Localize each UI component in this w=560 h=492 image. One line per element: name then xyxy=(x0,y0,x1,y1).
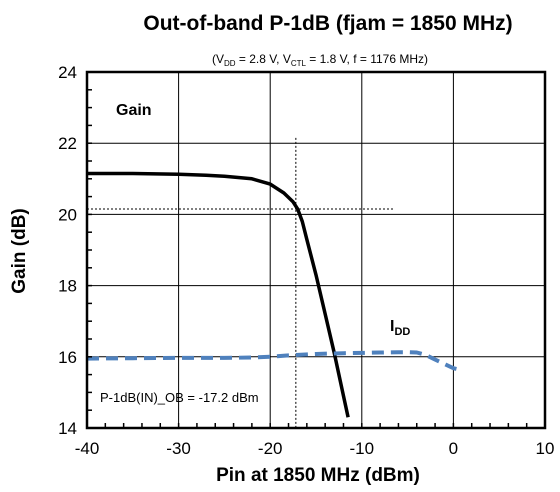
x-tick-label: -10 xyxy=(350,439,375,458)
y-tick-label: 22 xyxy=(58,134,77,153)
x-tick-label: -20 xyxy=(258,439,283,458)
x-tick-label: -30 xyxy=(166,439,191,458)
x-tick-label: 10 xyxy=(536,439,555,458)
y-tick-label: 18 xyxy=(58,277,77,296)
chart-title: Out-of-band P-1dB (fjam = 1850 MHz) xyxy=(143,12,512,35)
x-axis-label: Pin at 1850 MHz (dBm) xyxy=(216,465,420,486)
p1db-guide-lines xyxy=(87,137,394,428)
plot-frame xyxy=(85,70,547,430)
series-line-i-dd xyxy=(86,350,464,373)
x-tick-label: -40 xyxy=(75,439,100,458)
y-tick-label: 16 xyxy=(58,348,77,367)
series-lines xyxy=(86,171,464,418)
idd-series-label: IDD xyxy=(390,318,410,338)
x-tick-labels: -40 -30 -20 -10 0 10 xyxy=(75,439,555,458)
y-tick-labels: 14 16 18 20 22 24 xyxy=(58,63,77,438)
x-tick-label: 0 xyxy=(449,439,458,458)
minor-ticks xyxy=(86,71,546,429)
series-line-gain xyxy=(87,171,350,418)
y-tick-label: 20 xyxy=(58,205,77,224)
chart-subtitle: (VDD = 2.8 V, VCTL = 1.8 V, f = 1176 MHz… xyxy=(212,52,428,68)
grid-lines xyxy=(86,71,546,429)
p1db-annotation: P-1dB(IN)_OB = -17.2 dBm xyxy=(100,390,259,405)
y-axis-label: Gain (dB) xyxy=(9,208,30,294)
gain-series-label: Gain xyxy=(116,102,152,119)
y-tick-label: 24 xyxy=(58,63,77,82)
y-tick-label: 14 xyxy=(58,419,77,438)
